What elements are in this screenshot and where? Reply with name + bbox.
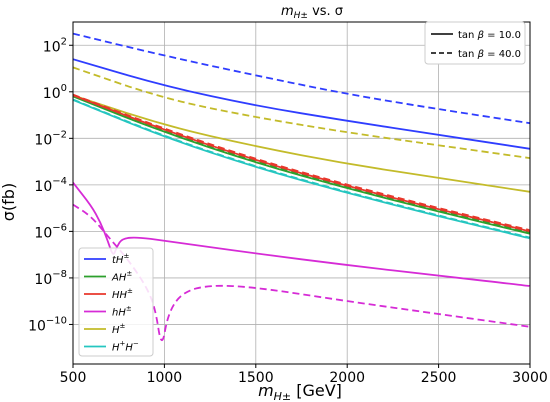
- x-tick-label: 1000: [147, 370, 183, 386]
- series-line-H-tanb40: [73, 66, 530, 159]
- y-tick-label: 10−6: [34, 222, 67, 241]
- y-tick-label: 102: [43, 36, 67, 55]
- process-legend-label: hH±: [112, 305, 132, 319]
- plot-frame: [72, 21, 531, 365]
- series-line-hH-tanb40: [73, 203, 530, 342]
- y-tick-label: 10−4: [34, 176, 67, 195]
- x-tick-label: 1500: [238, 370, 274, 386]
- series-line-HH-tanb40: [73, 98, 530, 239]
- process-legend-label: HH±: [112, 287, 133, 301]
- x-axis-label: mH± [GeV]: [258, 381, 342, 402]
- series-line-tH-tanb40: [73, 32, 530, 125]
- y-tick-label: 10−8: [34, 269, 67, 288]
- y-axis-ticks: 102 100 10−2 10−4 10−6 10−8 10−10: [28, 36, 73, 334]
- process-legend-label: H±: [112, 322, 126, 336]
- x-tick-label: 2500: [421, 370, 457, 386]
- plot-lines: [73, 32, 530, 342]
- style-legend: tan β = 10.0 tan β = 40.0: [424, 21, 526, 65]
- process-legend-label: H+H−: [112, 340, 139, 354]
- y-tick-label: 100: [43, 83, 67, 102]
- process-legend-entries: tH± AH± HH± hH± H± H+H−: [84, 252, 139, 354]
- process-legend: tH± AH± HH± hH± H± H+H−: [78, 247, 154, 357]
- series-line-hH-tanb10: [73, 181, 530, 287]
- series-line-tH-tanb10: [73, 58, 530, 150]
- process-legend-label: tH±: [112, 252, 129, 266]
- grid: [72, 22, 531, 364]
- series-line-AH-tanb10: [73, 95, 530, 235]
- process-legend-label: AH±: [111, 270, 132, 284]
- y-axis-label: σ(fb): [0, 183, 18, 221]
- chart-title: mH± vs. σ: [281, 4, 343, 21]
- style-legend-label-10: tan β = 10.0: [458, 30, 521, 41]
- x-tick-label: 500: [60, 370, 87, 386]
- style-legend-label-40: tan β = 40.0: [458, 49, 521, 60]
- x-tick-label: 2000: [329, 370, 365, 386]
- x-tick-label: 3000: [512, 370, 548, 386]
- series-line-HH-tanb10: [73, 94, 530, 233]
- y-tick-label: 10−2: [34, 129, 67, 148]
- y-tick-label: 10−10: [28, 315, 67, 334]
- x-axis-ticks: 500 1000 1500 2000 2500 3000: [60, 364, 548, 386]
- series-line-H-tanb10: [73, 94, 530, 193]
